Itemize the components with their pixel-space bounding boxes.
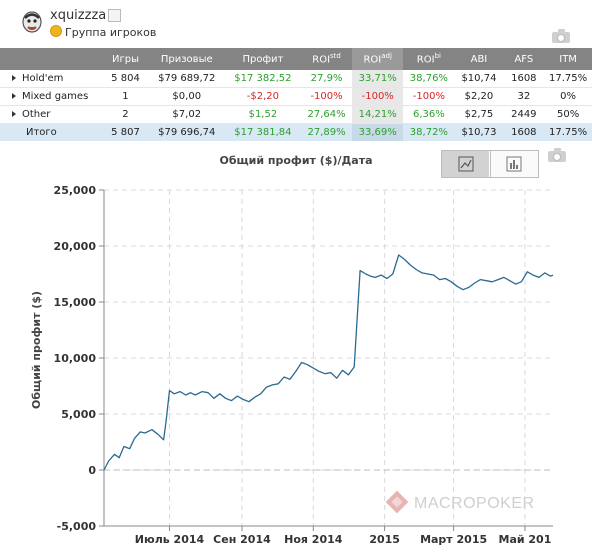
cell-afs: 1608 (503, 70, 545, 88)
screenshot-camera-icon[interactable] (552, 29, 572, 43)
row-name-total: Итого (0, 123, 103, 141)
y-tick-label: 25,000 (54, 184, 97, 197)
chart-view-toggle (441, 150, 539, 178)
cell-profit: $1,52 (224, 105, 301, 124)
cell-roi-adj: 33,71% (352, 70, 404, 88)
cell-abi: $2,75 (454, 105, 504, 124)
stats-table: Игры Призовые Профит ROIstd ROIadj ROIbi… (0, 48, 592, 141)
group-label: Группа игроков (65, 26, 157, 39)
bar-chart-icon (506, 156, 522, 172)
y-axis-label: Общий профит ($) (30, 291, 43, 409)
cell-games: 5 807 (102, 123, 149, 141)
cell-prizes: $7,02 (148, 105, 225, 124)
col-header-afs[interactable]: AFS (503, 48, 545, 70)
gridlines (104, 189, 553, 527)
cell-abi: $10,74 (454, 70, 504, 88)
table-header-row: Игры Призовые Профит ROIstd ROIadj ROIbi… (0, 48, 592, 70)
cell-roi-adj: -100% (352, 87, 404, 106)
cell-roi-std: 27,89% (300, 123, 353, 141)
x-tick-label: Март 2015 (420, 533, 487, 546)
cell-roi-adj: 14,21% (352, 105, 404, 124)
avatar[interactable] (20, 9, 44, 37)
cell-profit: $17 381,84 (224, 123, 301, 141)
y-tick-label: -5,000 (57, 520, 97, 533)
row-name[interactable]: Hold'em (0, 70, 103, 88)
bar-chart-toggle-button[interactable] (490, 151, 538, 177)
cell-games: 5 804 (102, 70, 149, 88)
col-header-roi-std[interactable]: ROIstd (300, 48, 353, 70)
cell-afs: 32 (503, 87, 545, 106)
y-tick-label: 20,000 (54, 240, 97, 253)
coin-icon (50, 25, 62, 37)
col-header-abi[interactable]: ABI (454, 48, 504, 70)
x-tick-label: Май 201 (499, 533, 552, 546)
cell-roi-bi: -100% (403, 87, 455, 106)
line-chart-icon (458, 156, 474, 172)
flag-icon (108, 9, 121, 22)
profit-line-chart: -5,000 0 5,000 10,000 15,000 20,000 25,000 Июл… (30, 184, 554, 546)
cell-profit: -$2,20 (224, 87, 301, 106)
row-name[interactable]: Other (0, 105, 103, 124)
x-tick-label: 2015 (369, 533, 400, 546)
table-row-mixed-games[interactable]: Mixed games 1 $0,00 -$2,20 -100% -100% -… (0, 87, 592, 106)
y-tick-label: 0 (88, 464, 96, 477)
profit-series (103, 254, 554, 471)
cell-prizes: $79 696,74 (148, 123, 225, 141)
profile-header: xquizzza Группа игроков (0, 0, 592, 46)
row-name[interactable]: Mixed games (0, 87, 103, 106)
col-header-profit[interactable]: Профит (224, 48, 301, 70)
y-tick-label: 5,000 (61, 408, 96, 421)
cell-games: 1 (102, 87, 149, 106)
table-row-holdem[interactable]: Hold'em 5 804 $79 689,72 $17 382,52 27,9… (0, 70, 592, 88)
expand-arrow-icon[interactable] (12, 75, 16, 81)
col-header-itm[interactable]: ITM (544, 48, 592, 70)
cell-abi: $10,73 (454, 123, 504, 141)
macropoker-watermark: MACROPOKER (385, 490, 535, 514)
y-tick-label: 10,000 (54, 352, 97, 365)
cell-prizes: $79 689,72 (148, 70, 225, 88)
col-header-roi-adj[interactable]: ROIadj (352, 48, 404, 70)
cell-abi: $2,20 (454, 87, 504, 106)
username[interactable]: xquizzza (50, 8, 107, 23)
cell-roi-bi: 38,72% (403, 123, 455, 141)
col-header-prizes[interactable]: Призовые (148, 48, 225, 70)
cell-games: 2 (102, 105, 149, 124)
player-group[interactable]: Группа игроков (50, 25, 156, 39)
table-row-total: Итого 5 807 $79 696,74 $17 381,84 27,89%… (0, 123, 592, 141)
cell-roi-bi: 38,76% (403, 70, 455, 88)
y-tick-label: 15,000 (54, 296, 97, 309)
x-tick-label: Сен 2014 (213, 533, 271, 546)
cell-profit: $17 382,52 (224, 70, 301, 88)
cell-afs: 1608 (503, 123, 545, 141)
expand-arrow-icon[interactable] (12, 111, 16, 117)
cell-prizes: $0,00 (148, 87, 225, 106)
cell-roi-bi: 6,36% (403, 105, 455, 124)
chart-screenshot-camera-icon[interactable] (548, 148, 568, 162)
expand-arrow-icon[interactable] (12, 93, 16, 99)
profit-series-line (103, 254, 554, 471)
chart-title: Общий профит ($)/Дата (219, 154, 373, 167)
line-chart-toggle-button[interactable] (442, 151, 489, 177)
cell-itm: 50% (544, 105, 592, 124)
col-header-games[interactable]: Игры (102, 48, 149, 70)
cell-roi-std: 27,9% (300, 70, 353, 88)
x-tick-label: Июль 2014 (135, 533, 205, 546)
cell-itm: 0% (544, 87, 592, 106)
x-tick-label: Ноя 2014 (284, 533, 343, 546)
cell-roi-std: 27,64% (300, 105, 353, 124)
cell-roi-adj: 33,69% (352, 123, 404, 141)
cell-itm: 17.75% (544, 123, 592, 141)
x-axis-ticks: Июль 2014 Сен 2014 Ноя 2014 2015 Март 2015 Ма… (135, 526, 552, 546)
cell-roi-std: -100% (300, 87, 353, 106)
col-header-roi-bi[interactable]: ROIbi (403, 48, 455, 70)
cell-itm: 17.75% (544, 70, 592, 88)
col-header-name (0, 48, 103, 70)
y-axis-ticks: -5,000 0 5,000 10,000 15,000 20,000 25,000 (54, 184, 104, 533)
watermark-text: MACROPOKER (414, 495, 535, 512)
profit-chart-panel: Общий профит ($)/Дата -5,000 0 5,000 10,000… (0, 142, 592, 556)
table-row-other[interactable]: Other 2 $7,02 $1,52 27,64% 14,21% 6,36% … (0, 105, 592, 124)
cell-afs: 2449 (503, 105, 545, 124)
